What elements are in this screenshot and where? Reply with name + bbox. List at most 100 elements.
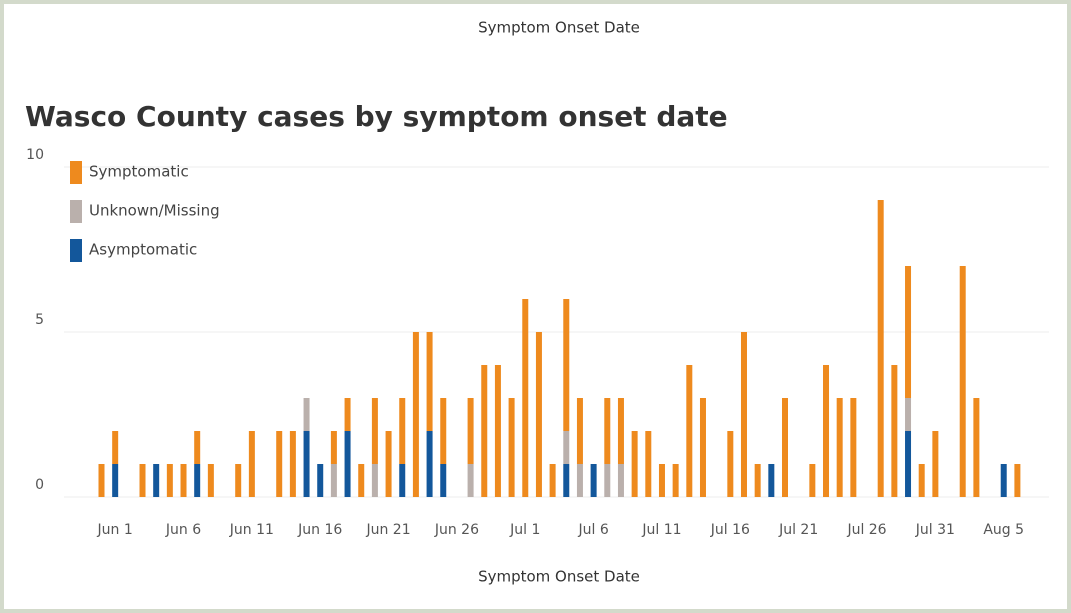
bar-segment	[576, 464, 583, 497]
x-tick-label: Jul 16	[710, 522, 750, 538]
bar-segment	[166, 464, 173, 497]
bar-segment	[754, 464, 761, 497]
bar-segment	[809, 464, 816, 497]
bar-segment	[932, 431, 939, 497]
bar-segment	[180, 464, 187, 497]
bar-segment	[836, 398, 843, 497]
bar-segment	[959, 266, 966, 497]
bar-segment	[563, 464, 570, 497]
bar-segment	[563, 431, 570, 464]
x-tick-label: Jul 31	[915, 522, 955, 538]
x-tick-label: Jul 6	[577, 522, 608, 538]
bar-segment	[399, 464, 406, 497]
bar-segment	[289, 431, 296, 497]
bar-segment	[440, 464, 447, 497]
bar-segment	[481, 365, 488, 497]
legend-swatch	[70, 200, 82, 223]
bar-segment	[590, 464, 597, 497]
bar-segment	[303, 431, 310, 497]
bar-segment	[235, 464, 242, 497]
bar-segment	[194, 464, 201, 497]
y-tick-label: 0	[35, 477, 44, 493]
bar-segment	[153, 464, 160, 497]
bar-segment	[658, 464, 665, 497]
bar-segment	[850, 398, 857, 497]
bar-segment	[371, 398, 378, 464]
bar-segment	[823, 365, 830, 497]
x-tick-label: Jun 11	[229, 522, 274, 538]
bar-segment	[385, 431, 392, 497]
bar-segment	[1000, 464, 1007, 497]
bar-segment	[426, 332, 433, 431]
bar-segment	[399, 398, 406, 464]
bar-segment	[905, 398, 912, 431]
chart-title: Wasco County cases by symptom onset date	[25, 100, 728, 133]
x-tick-label: Jun 1	[97, 522, 133, 538]
x-tick-label: Jun 21	[365, 522, 410, 538]
bar-segment	[440, 398, 447, 464]
bar-segment	[371, 464, 378, 497]
x-tick-label: Jul 26	[846, 522, 886, 538]
bar-segment	[112, 431, 119, 464]
bar-segment	[563, 299, 570, 431]
header: Symptom Onset Date	[478, 19, 640, 37]
legend-label: Symptomatic	[89, 163, 189, 181]
x-tick-label: Jul 21	[778, 522, 818, 538]
bar-segment	[877, 200, 884, 497]
bar-segment	[973, 398, 980, 497]
bar-segment	[768, 464, 775, 497]
bar-segment	[891, 365, 898, 497]
bar-segment	[98, 464, 105, 497]
bar-segment	[207, 464, 214, 497]
bar-segment	[617, 464, 624, 497]
bar-segment	[549, 464, 556, 497]
bar-segment	[467, 464, 474, 497]
bar-segment	[727, 431, 734, 497]
y-tick-label: 5	[35, 312, 44, 328]
bar-segment	[617, 398, 624, 464]
bar-segment	[317, 464, 324, 497]
bar-segment	[686, 365, 693, 497]
bar-segment	[905, 431, 912, 497]
x-tick-label: Jun 26	[434, 522, 479, 538]
bar-segment	[740, 332, 747, 497]
bar-segment	[412, 332, 419, 497]
bar-segment	[303, 398, 310, 431]
bar-segment	[699, 398, 706, 497]
legend-swatch	[70, 239, 82, 262]
x-tick-label: Jun 6	[165, 522, 201, 538]
x-tick-label: Jul 1	[509, 522, 540, 538]
bar-segment	[905, 266, 912, 398]
bar-segment	[508, 398, 515, 497]
legend-swatch	[70, 161, 82, 184]
bar-segment	[358, 464, 365, 497]
bar-segment	[330, 464, 337, 497]
bar-segment	[604, 464, 611, 497]
bar-segment	[535, 332, 542, 497]
x-axis-title: Symptom Onset Date	[478, 568, 640, 586]
bar-segment	[344, 431, 351, 497]
bar-segment	[344, 398, 351, 431]
bar-segment	[522, 299, 529, 497]
x-tick-label: Jul 11	[641, 522, 681, 538]
y-tick-label: 10	[26, 147, 44, 163]
bar-segment	[576, 398, 583, 464]
bar-segment	[467, 398, 474, 464]
legend-label: Asymptomatic	[89, 241, 197, 259]
bar-segment	[918, 464, 925, 497]
x-tick-label: Jun 16	[297, 522, 342, 538]
bar-segment	[645, 431, 652, 497]
bar-segment	[194, 431, 201, 464]
bar-segment	[1014, 464, 1021, 497]
bar-segment	[426, 431, 433, 497]
bar-segment	[112, 464, 119, 497]
bar-segment	[604, 398, 611, 464]
chart: Symptom Onset Date Wasco County cases by…	[25, 19, 1049, 586]
bar-segment	[494, 365, 501, 497]
bar-segment	[248, 431, 255, 497]
bar-segment	[139, 464, 146, 497]
bar-segment	[631, 431, 638, 497]
x-tick-label: Aug 5	[983, 522, 1024, 538]
bar-segment	[276, 431, 283, 497]
